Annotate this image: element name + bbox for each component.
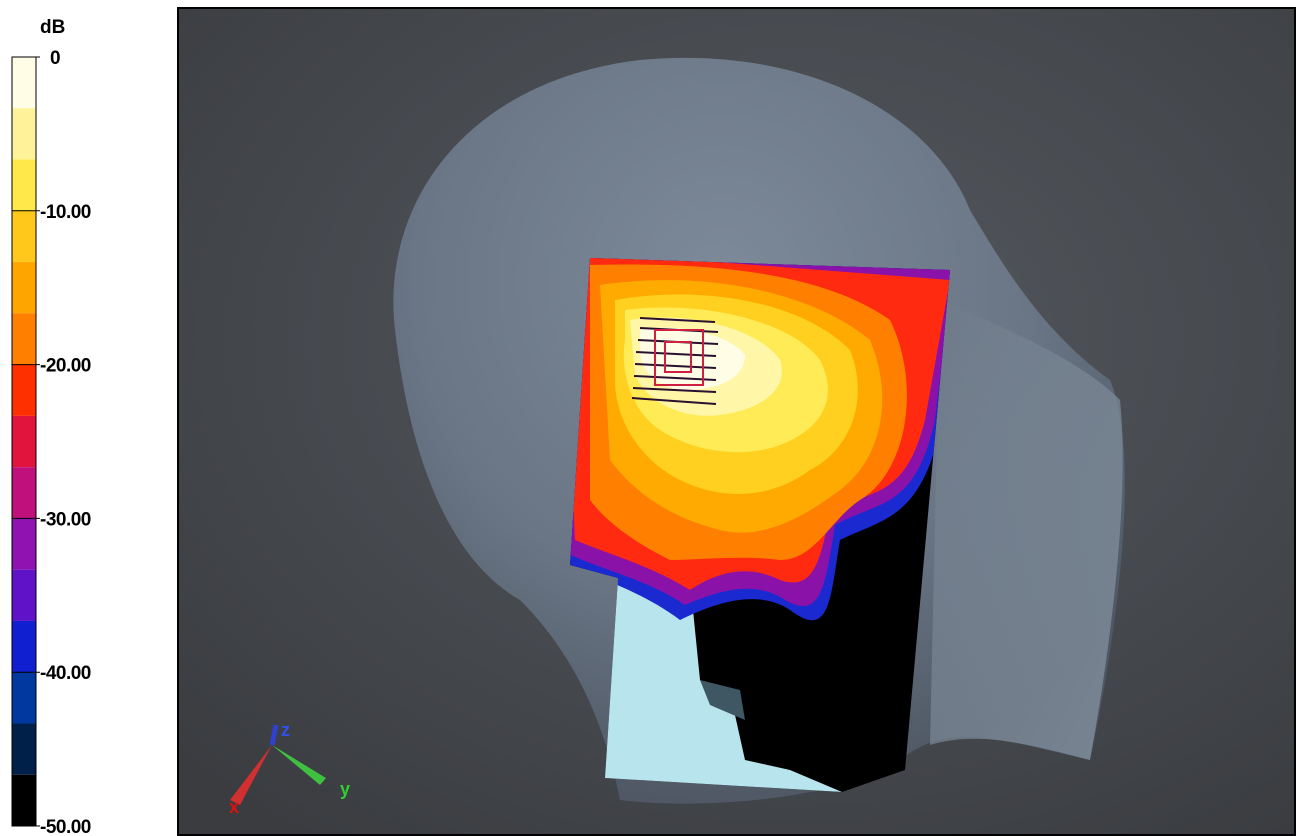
colorbar-tick-label: -30.00 [40, 509, 91, 530]
colorbar-band [12, 57, 36, 109]
field-map [570, 258, 950, 792]
colorbar-band [12, 313, 36, 365]
colorbar-tick-label: -50.00 [40, 817, 91, 836]
colorbar: dB 0 -10.00 -20.00 -30.00 -40.00 -50.00 [11, 17, 91, 836]
colorbar-band [12, 569, 36, 621]
axis-label-z: z [281, 720, 290, 740]
colorbar-band [12, 620, 36, 673]
colorbar-band [12, 723, 36, 775]
axis-label-x: x [229, 797, 239, 817]
colorbar-tick-label: -20.00 [40, 356, 91, 377]
axis-triad: x y z [229, 720, 350, 817]
colorbar-band [12, 262, 36, 314]
colorbar-band [12, 210, 36, 263]
axis-label-y: y [340, 779, 350, 799]
colorbar-band [12, 108, 36, 160]
colorbar-unit: dB [40, 17, 65, 38]
colorbar-band [12, 415, 36, 468]
colorbar-band [12, 774, 36, 826]
colorbar-band [12, 364, 36, 416]
colorbar-band [12, 467, 36, 519]
colorbar-tick-label: -40.00 [40, 663, 91, 684]
colorbar-band [12, 518, 36, 570]
colorbar-tick-label: -10.00 [40, 202, 91, 223]
colorbar-band [12, 159, 36, 211]
neck-model [930, 300, 1123, 760]
viewport: x y z [177, 7, 1296, 836]
colorbar-tick-label: 0 [50, 48, 60, 69]
colorbar-band [12, 672, 36, 724]
